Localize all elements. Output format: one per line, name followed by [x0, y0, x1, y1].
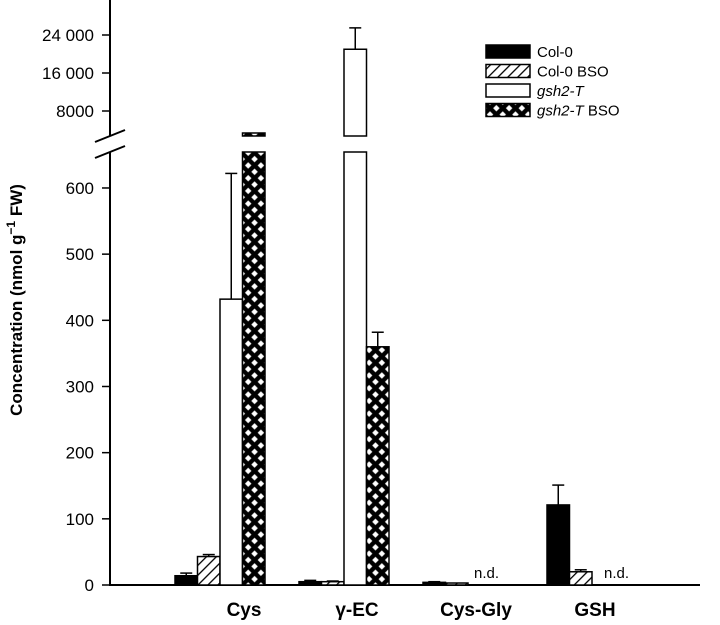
bar-cys-series-2 [196, 555, 221, 586]
y-axis-title: Concentration (nmol g−1 FW) [4, 184, 26, 416]
annotation-nd-gsh: n.d. [604, 565, 629, 582]
bar-cys-series-4-upper [241, 132, 266, 137]
y-axis-title-main: Concentration (nmol g [7, 235, 26, 416]
bar-gsh-series-2 [568, 571, 593, 586]
bar-gamma-ec-series-3-upper [343, 48, 368, 137]
y-tick-label-upper: 24 000 [42, 26, 94, 45]
bar-cys-series-4 [241, 151, 266, 586]
annotation-nd-cysgly: n.d. [474, 565, 499, 582]
legend-label-rest: BSO [584, 103, 620, 120]
y-tick-label-upper: 8000 [56, 102, 94, 121]
legend-swatch-series-3 [485, 83, 531, 98]
legend-label-italic: gsh2-T [537, 103, 586, 120]
legend-swatch-series-1 [485, 44, 531, 59]
category-label-gsh: GSH [574, 600, 615, 621]
bar-gamma-ec-series-2 [320, 580, 345, 586]
y-axis-title-sup: −1 [4, 221, 18, 235]
legend-label-rest: Col-0 [537, 44, 573, 61]
bar-cys-series-1 [174, 574, 199, 586]
legend-label-series-2: Col-0 BSO [537, 64, 609, 81]
legend-label-series-4: gsh2-T BSO [537, 103, 620, 120]
bar-cys-series-3 [219, 298, 244, 586]
y-tick-label: 0 [85, 576, 94, 595]
bar-gamma-ec-series-1 [298, 580, 323, 586]
y-tick-label: 100 [66, 510, 94, 529]
legend-label-series-1: Col-0 [537, 44, 573, 61]
bar-gamma-ec-series-4 [365, 346, 390, 586]
y-tick-label: 500 [66, 245, 94, 264]
y-tick-label: 200 [66, 444, 94, 463]
y-axis-title-end: FW) [7, 184, 26, 221]
y-tick-label-upper: 16 000 [42, 64, 94, 83]
legend-label-italic: gsh2-T [537, 83, 586, 100]
category-label-gamma-ec: γ-EC [335, 600, 379, 621]
bar-cys-gly-series-2 [444, 582, 469, 586]
legend-swatch-series-4 [485, 102, 531, 118]
bar-gsh-series-1 [546, 504, 571, 586]
y-tick-label: 600 [66, 179, 94, 198]
category-label-cys: Cys [227, 600, 262, 621]
y-tick-label: 300 [66, 377, 94, 396]
legend-label-rest: Col-0 BSO [537, 64, 609, 81]
y-tick-label: 400 [66, 311, 94, 330]
bar-gamma-ec-series-3 [343, 151, 368, 586]
legend-swatch-series-2 [485, 63, 531, 79]
category-label-cys-gly: Cys-Gly [440, 600, 512, 621]
bar-cys-gly-series-1 [422, 581, 447, 586]
legend-label-series-3: gsh2-T [537, 83, 586, 100]
axis-break-marks [94, 129, 126, 159]
